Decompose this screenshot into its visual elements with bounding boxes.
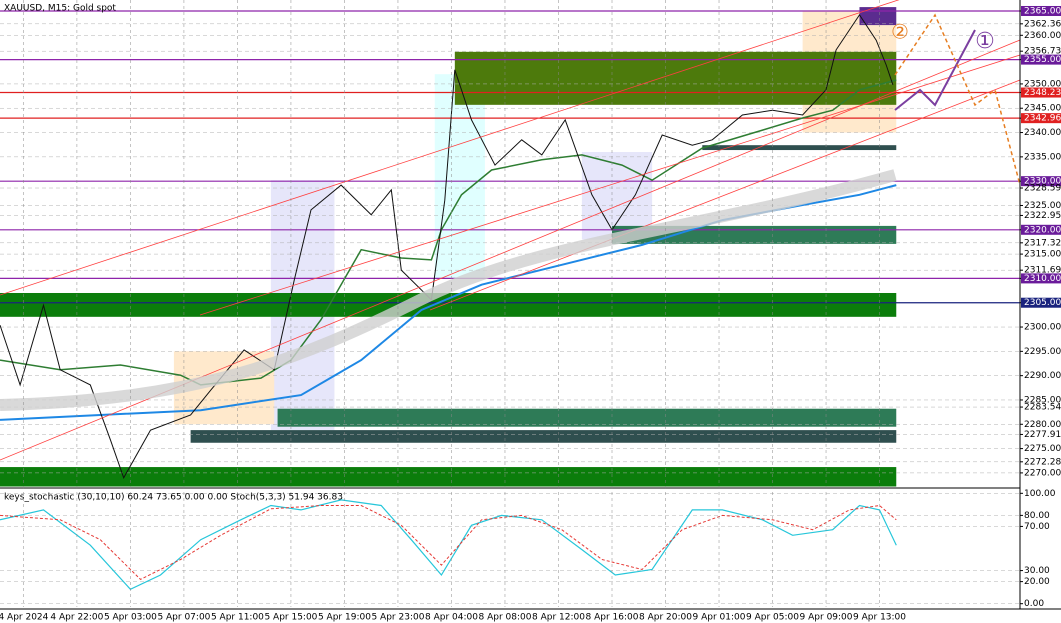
series-line — [0, 13, 894, 480]
x-tick-label: 5 Apr 15:00 — [264, 613, 317, 623]
x-tick-label: 8 Apr 04:00 — [425, 613, 478, 623]
x-tick-label: 8 Apr 08:00 — [478, 613, 531, 623]
x-tick-label: 9 Apr 09:00 — [800, 613, 853, 623]
y-tick-label: 2285.00 — [1024, 395, 1061, 405]
indicator-title: keys_stochastic (30,10,10) 60.24 73.65 0… — [4, 493, 343, 503]
x-tick-label: 5 Apr 07:00 — [157, 613, 210, 623]
zone — [190, 430, 897, 443]
y-tick-label: 2311.69 — [1024, 266, 1061, 276]
tick-label-bg — [1021, 273, 1061, 284]
y-tick-label: 2300.00 — [1024, 323, 1061, 333]
y-tick-label: 2335.00 — [1024, 152, 1061, 162]
zone — [859, 7, 897, 26]
y-tick-label: 70.00 — [1024, 522, 1050, 532]
zone — [454, 51, 897, 105]
zone — [702, 145, 897, 151]
y-tick-label: 2348.23 — [1024, 88, 1061, 98]
tick-label-bg — [1021, 87, 1061, 98]
zone — [277, 408, 897, 427]
y-tick-label: 2317.32 — [1024, 238, 1061, 248]
y-tick-label: 2340.00 — [1024, 128, 1061, 138]
x-tick-label: 5 Apr 19:00 — [318, 613, 371, 623]
series-line — [0, 184, 897, 421]
zone — [434, 74, 485, 279]
drawings: ① ② — [0, 0, 1021, 461]
x-tick-label: 9 Apr 13:00 — [853, 613, 906, 623]
tick-label-bg — [1021, 297, 1061, 308]
x-tick-label: 8 Apr 12:00 — [532, 613, 585, 623]
zone — [0, 467, 897, 487]
x-tick-label: 5 Apr 11:00 — [211, 613, 264, 623]
y-tick-label: 2290.00 — [1024, 371, 1061, 381]
y-tick-label: 2325.00 — [1024, 201, 1061, 211]
y-tick-label: 2330.00 — [1024, 177, 1061, 187]
y-tick-label: 80.00 — [1024, 511, 1050, 521]
x-tick-label: 5 Apr 03:00 — [104, 613, 157, 623]
tick-label-bg — [1021, 224, 1061, 235]
y-tick-label: 2350.00 — [1024, 79, 1061, 89]
tick-label-bg — [1021, 176, 1061, 187]
y-tick-label: 2310.00 — [1024, 274, 1061, 284]
x-tick-label: 5 Apr 23:00 — [371, 613, 424, 623]
y-tick-label: 2283.54 — [1024, 403, 1061, 413]
y-tick-label: 2320.00 — [1024, 225, 1061, 235]
y-tick-label: 2360.00 — [1024, 31, 1061, 41]
y-tick-label: 2272.28 — [1024, 457, 1061, 467]
series-line — [0, 504, 897, 581]
y-tick-label: 2277.91 — [1024, 430, 1061, 440]
zone — [581, 151, 653, 240]
x-tick-label: 4 Apr 22:00 — [50, 613, 103, 623]
y-tick-label: 2342.96 — [1024, 114, 1061, 124]
y-tick-label: 2315.00 — [1024, 250, 1061, 260]
y-tick-label: 2322.95 — [1024, 211, 1061, 221]
chart-title: XAUUSD, M15: Gold spot — [4, 4, 116, 14]
x-tick-label: 8 Apr 20:00 — [639, 613, 692, 623]
y-tick-label: 2275.00 — [1024, 444, 1061, 454]
y-tick-label: 2328.59 — [1024, 184, 1061, 194]
y-tick-label: 2365.00 — [1024, 6, 1061, 16]
y-tick-label: 0.00 — [1024, 599, 1044, 609]
x-tick-label: 4 Apr 2024 — [0, 613, 49, 623]
annotation: ① — [975, 29, 995, 54]
y-tick-label: 2345.00 — [1024, 104, 1061, 114]
y-tick-label: 2295.00 — [1024, 347, 1061, 357]
series-line — [0, 499, 897, 591]
y-tick-label: 100.00 — [1024, 489, 1056, 499]
tick-label-bg — [1021, 113, 1061, 124]
y-tick-label: 30.00 — [1024, 566, 1050, 576]
y-tick-label: 20.00 — [1024, 577, 1050, 587]
y-tick-label: 2355.00 — [1024, 55, 1061, 65]
x-tick-label: 9 Apr 01:00 — [693, 613, 746, 623]
annotation: ② — [891, 20, 909, 44]
zone — [0, 292, 897, 317]
y-tick-label: 2356.73 — [1024, 47, 1061, 57]
x-tick-label: 9 Apr 05:00 — [746, 613, 799, 623]
y-tick-label: 2362.36 — [1024, 19, 1061, 29]
tick-label-bg — [1021, 5, 1061, 16]
y-tick-label: 2280.00 — [1024, 420, 1061, 430]
x-tick-label: 8 Apr 16:00 — [586, 613, 639, 623]
tick-label-bg — [1021, 54, 1061, 65]
y-tick-label: 2270.00 — [1024, 468, 1061, 478]
y-tick-label: 2305.00 — [1024, 298, 1061, 308]
